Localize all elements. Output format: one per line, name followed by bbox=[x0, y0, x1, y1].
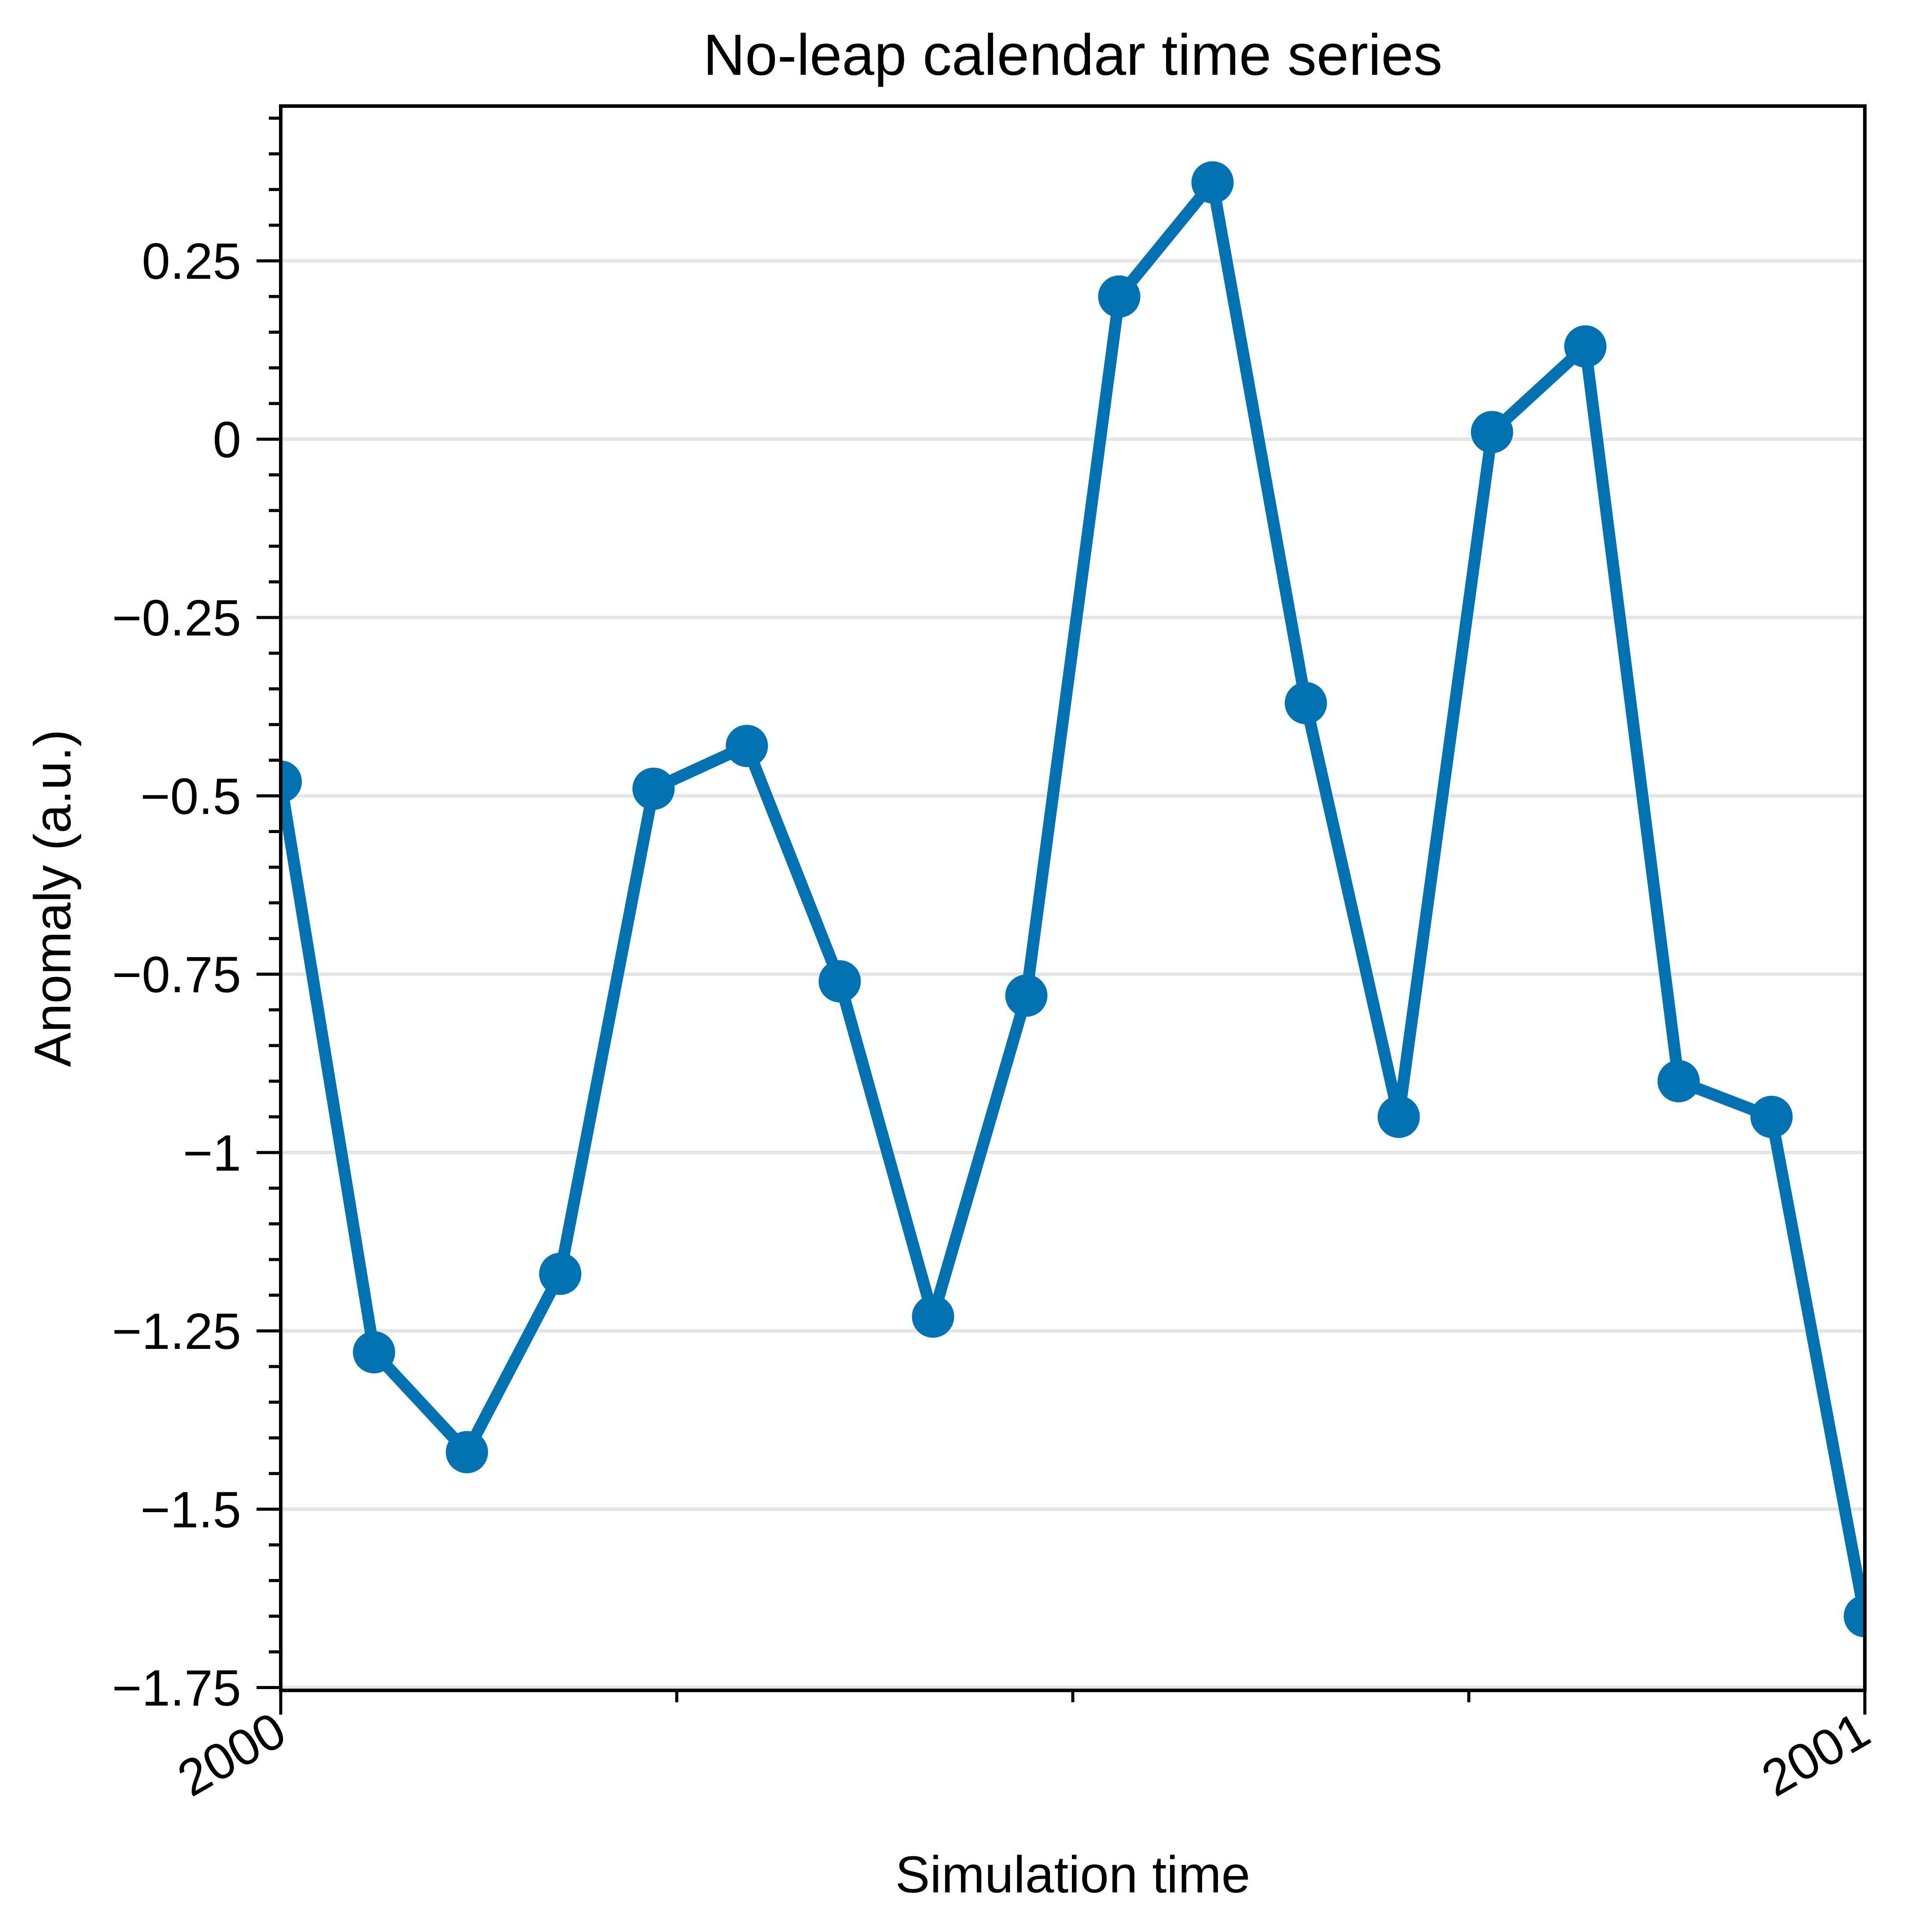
y-tick-label: −0.75 bbox=[112, 946, 241, 1003]
data-point-marker bbox=[1471, 411, 1513, 453]
y-tick-label: 0.25 bbox=[142, 233, 241, 290]
y-tick-label: −1 bbox=[183, 1124, 241, 1182]
data-point-marker bbox=[912, 1295, 954, 1338]
data-point-marker bbox=[1657, 1060, 1700, 1102]
data-point-marker bbox=[726, 724, 768, 767]
y-tick-label: −1.25 bbox=[112, 1303, 241, 1360]
y-tick-label: −1.5 bbox=[140, 1481, 241, 1538]
y-gridlines bbox=[281, 259, 1865, 1690]
y-tick-label: 0 bbox=[213, 411, 241, 468]
y-tick-label: −0.5 bbox=[140, 768, 241, 825]
data-point-marker bbox=[818, 960, 861, 1003]
data-point-marker bbox=[1564, 325, 1607, 368]
chart-title: No-leap calendar time series bbox=[703, 22, 1442, 87]
data-point-marker bbox=[353, 1331, 396, 1374]
data-point-marker bbox=[281, 760, 302, 803]
data-point-marker bbox=[1750, 1095, 1793, 1138]
data-point-marker bbox=[1844, 1595, 1865, 1638]
y-tick-label: −1.75 bbox=[112, 1660, 241, 1717]
data-point-marker bbox=[446, 1431, 488, 1473]
data-series bbox=[281, 161, 1865, 1638]
data-point-marker bbox=[1191, 161, 1234, 204]
y-axis-ticks: 0.25 0 −0.25 −0.5 −0.75 −1 −1.25 −1.5 −1.75 bbox=[112, 117, 281, 1717]
y-axis-label: Anomaly (a.u.) bbox=[24, 729, 82, 1067]
data-point-marker bbox=[1098, 275, 1141, 318]
data-point-marker bbox=[539, 1252, 582, 1295]
data-point-marker bbox=[1377, 1095, 1420, 1138]
y-tick-label: −0.25 bbox=[112, 589, 241, 646]
series-line bbox=[281, 176, 1865, 1617]
data-point-marker bbox=[1284, 682, 1327, 724]
data-point-marker bbox=[1005, 974, 1048, 1017]
x-axis-label: Simulation time bbox=[895, 1846, 1251, 1904]
data-point-marker bbox=[632, 768, 675, 810]
